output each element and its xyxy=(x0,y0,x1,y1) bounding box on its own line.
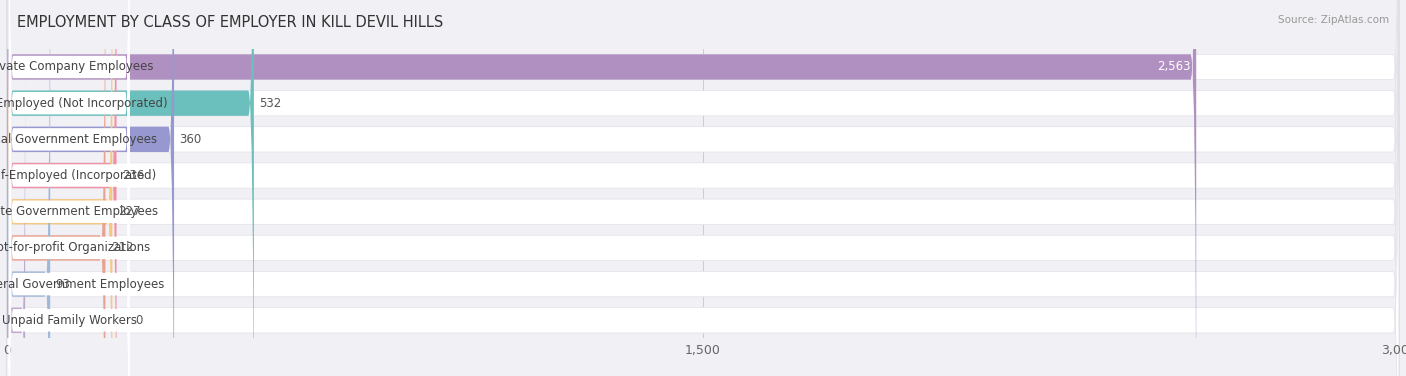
Text: Federal Government Employees: Federal Government Employees xyxy=(0,277,165,291)
FancyBboxPatch shape xyxy=(7,0,174,376)
FancyBboxPatch shape xyxy=(8,6,129,376)
FancyBboxPatch shape xyxy=(7,0,1399,376)
FancyBboxPatch shape xyxy=(7,0,1399,376)
FancyBboxPatch shape xyxy=(8,0,129,376)
Text: 360: 360 xyxy=(180,133,202,146)
FancyBboxPatch shape xyxy=(8,0,129,376)
FancyBboxPatch shape xyxy=(7,0,117,376)
FancyBboxPatch shape xyxy=(7,0,112,376)
FancyBboxPatch shape xyxy=(7,0,105,376)
FancyBboxPatch shape xyxy=(8,0,129,376)
Text: 0: 0 xyxy=(135,314,142,327)
Text: 2,563: 2,563 xyxy=(1157,61,1191,73)
FancyBboxPatch shape xyxy=(7,0,1399,376)
FancyBboxPatch shape xyxy=(7,0,1399,376)
FancyBboxPatch shape xyxy=(8,0,129,376)
FancyBboxPatch shape xyxy=(7,0,1399,376)
FancyBboxPatch shape xyxy=(7,44,25,376)
FancyBboxPatch shape xyxy=(8,0,129,376)
Text: Private Company Employees: Private Company Employees xyxy=(0,61,153,73)
Text: Local Government Employees: Local Government Employees xyxy=(0,133,157,146)
Text: State Government Employees: State Government Employees xyxy=(0,205,157,218)
Text: Self-Employed (Not Incorporated): Self-Employed (Not Incorporated) xyxy=(0,97,167,110)
Text: Source: ZipAtlas.com: Source: ZipAtlas.com xyxy=(1278,15,1389,25)
Text: 236: 236 xyxy=(122,169,145,182)
FancyBboxPatch shape xyxy=(7,0,1399,376)
FancyBboxPatch shape xyxy=(8,0,129,376)
Text: 93: 93 xyxy=(56,277,70,291)
FancyBboxPatch shape xyxy=(8,0,129,376)
FancyBboxPatch shape xyxy=(7,0,1399,376)
Text: 227: 227 xyxy=(118,205,141,218)
FancyBboxPatch shape xyxy=(7,0,1197,376)
Text: EMPLOYMENT BY CLASS OF EMPLOYER IN KILL DEVIL HILLS: EMPLOYMENT BY CLASS OF EMPLOYER IN KILL … xyxy=(17,15,443,30)
Text: Self-Employed (Incorporated): Self-Employed (Incorporated) xyxy=(0,169,156,182)
Text: Not-for-profit Organizations: Not-for-profit Organizations xyxy=(0,241,150,255)
FancyBboxPatch shape xyxy=(7,0,51,376)
Text: 532: 532 xyxy=(260,97,281,110)
Text: 212: 212 xyxy=(111,241,134,255)
FancyBboxPatch shape xyxy=(7,0,1399,376)
FancyBboxPatch shape xyxy=(7,0,254,376)
Text: Unpaid Family Workers: Unpaid Family Workers xyxy=(1,314,136,327)
